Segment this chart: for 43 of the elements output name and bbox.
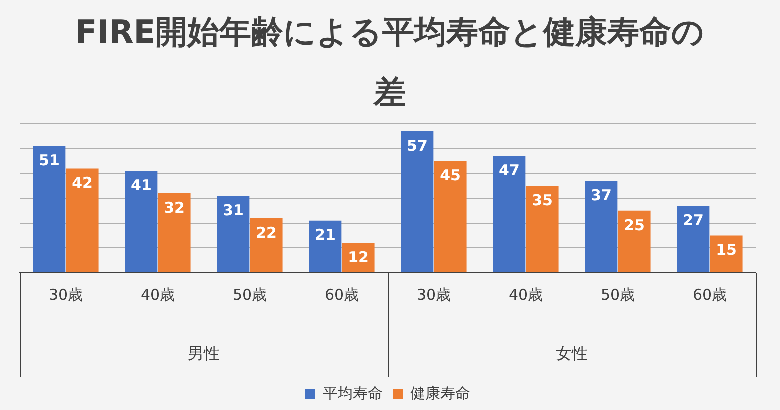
bar	[526, 186, 559, 272]
bar	[158, 194, 191, 272]
data-label: 22	[256, 224, 277, 242]
bar	[33, 146, 66, 272]
data-label: 32	[164, 198, 185, 217]
text: 男性	[188, 344, 220, 364]
bar	[585, 181, 618, 272]
x-tick-label: 40歳	[508, 286, 544, 304]
x-tick-label: 30歳	[416, 286, 452, 304]
data-label: 12	[348, 248, 369, 267]
data-label: 15	[716, 241, 737, 260]
chart-title: FIRE開始年齢による平均寿命と健康寿命の差	[74, 12, 706, 113]
bar	[493, 156, 526, 272]
data-label: 45	[440, 166, 461, 185]
data-label: 37	[591, 186, 612, 205]
bar	[309, 220, 342, 272]
bar	[401, 131, 434, 272]
bar	[677, 206, 710, 272]
x-tick-label: 50歳	[232, 286, 268, 304]
data-label: 51	[39, 152, 60, 170]
bar	[217, 196, 250, 272]
bar	[250, 218, 283, 272]
data-label: 42	[72, 174, 93, 192]
bar	[618, 210, 651, 272]
data-label: 21	[315, 226, 336, 244]
x-tick-label: 60歳	[324, 286, 360, 304]
data-label: 47	[499, 162, 520, 180]
bar	[66, 168, 99, 272]
bar	[434, 161, 467, 272]
x-tick-label: 30歳	[48, 286, 84, 304]
data-label: 31	[223, 201, 244, 220]
legend-label: 平均寿命	[323, 384, 383, 402]
data-label: 35	[532, 191, 553, 210]
text: 女性	[556, 344, 588, 364]
data-label: 25	[624, 216, 645, 234]
x-tick-label: 40歳	[140, 286, 176, 304]
x-tick-label: 50歳	[600, 286, 636, 304]
legend-label: 健康寿命	[410, 384, 470, 402]
data-label: 27	[683, 211, 704, 230]
data-label: 57	[407, 136, 428, 155]
x-tick-label: 60歳	[692, 286, 728, 304]
data-label: 41	[131, 176, 152, 195]
bar	[125, 171, 158, 272]
